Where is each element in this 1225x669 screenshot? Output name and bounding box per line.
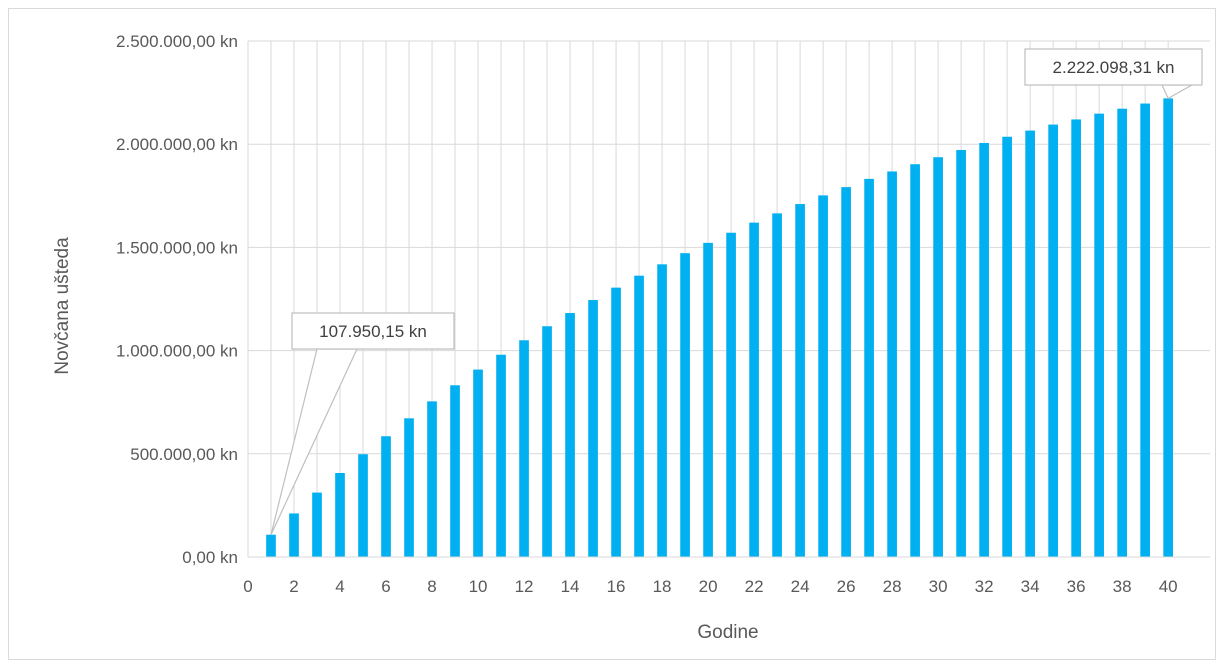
- x-tick-label: 16: [607, 577, 626, 596]
- x-tick-label: 28: [883, 577, 902, 596]
- y-tick-label: 0,00 kn: [182, 548, 238, 567]
- bar: [1071, 119, 1081, 557]
- bar: [818, 195, 828, 557]
- y-tick-label: 1.500.000,00 kn: [116, 238, 238, 257]
- bar: [496, 354, 506, 557]
- bar: [565, 313, 575, 557]
- callout-leader: [1161, 84, 1195, 100]
- bar: [519, 340, 529, 557]
- bar: [726, 232, 736, 557]
- bar: [703, 242, 713, 558]
- y-tick-label: 1.000.000,00 kn: [116, 342, 238, 361]
- bar: [772, 213, 782, 557]
- bar: [1025, 130, 1035, 557]
- bar: [634, 275, 644, 557]
- x-tick-label: 10: [469, 577, 488, 596]
- bar: [588, 300, 598, 557]
- y-axis-title: Novčana ušteda: [52, 237, 73, 375]
- x-axis-title: Godine: [697, 622, 758, 643]
- bar: [542, 326, 552, 557]
- bar: [473, 369, 483, 557]
- x-tick-label: 38: [1113, 577, 1132, 596]
- y-tick-label: 2.000.000,00 kn: [116, 135, 238, 154]
- bar: [1002, 136, 1012, 557]
- bar: [404, 418, 414, 557]
- bar: [266, 534, 276, 557]
- x-tick-label: 12: [515, 577, 534, 596]
- bar: [864, 178, 874, 558]
- bar: [795, 204, 805, 557]
- x-tick-label: 8: [427, 577, 436, 596]
- x-tick-label: 26: [837, 577, 856, 596]
- callout-label: 2.222.098,31 kn: [1053, 58, 1175, 77]
- bar: [335, 472, 345, 557]
- data-callouts: 107.950,15 kn 2.222.098,31 kn: [270, 48, 1203, 535]
- x-tick-label: 14: [561, 577, 580, 596]
- bar: [749, 222, 759, 557]
- x-tick-label: 6: [381, 577, 390, 596]
- bar: [381, 436, 391, 557]
- bar: [358, 454, 368, 557]
- bar: [841, 187, 851, 557]
- callout-label: 107.950,15 kn: [319, 322, 427, 341]
- bar: [1048, 124, 1058, 557]
- y-axis-ticks: 0,00 kn 500.000,00 kn 1.000.000,00 kn 1.500…: [116, 32, 238, 567]
- bar: [657, 264, 667, 557]
- x-tick-label: 20: [699, 577, 718, 596]
- bar: [1117, 108, 1127, 557]
- bar: [427, 401, 437, 557]
- bar-series: [266, 98, 1173, 558]
- bar: [611, 287, 621, 557]
- x-tick-label: 0: [243, 577, 252, 596]
- y-tick-label: 2.500.000,00 kn: [116, 32, 238, 51]
- y-tick-label: 500.000,00 kn: [130, 445, 238, 464]
- x-tick-label: 2: [289, 577, 298, 596]
- bar: [1163, 98, 1173, 557]
- x-tick-label: 36: [1067, 577, 1086, 596]
- x-tick-label: 24: [791, 577, 810, 596]
- x-tick-label: 32: [975, 577, 994, 596]
- bar: [1094, 113, 1104, 557]
- callout-box: [291, 312, 455, 350]
- x-tick-label: 30: [929, 577, 948, 596]
- x-tick-label: 4: [335, 577, 344, 596]
- bar: [887, 171, 897, 557]
- bar: [979, 142, 989, 557]
- x-axis-ticks: 0 2 4 6 8 10 12 14 16 18 20 22 24 26 28 30 32 34 36 38 40: [243, 577, 1177, 596]
- bar: [312, 492, 322, 557]
- bar: [1140, 103, 1150, 558]
- bar: [450, 385, 460, 557]
- bar: [289, 513, 299, 557]
- callout-box: [1024, 48, 1203, 86]
- x-tick-label: 34: [1021, 577, 1040, 596]
- bar: [956, 149, 966, 558]
- x-tick-label: 18: [653, 577, 672, 596]
- x-tick-label: 22: [745, 577, 764, 596]
- bar: [910, 164, 920, 557]
- bar: [680, 253, 690, 557]
- bar: [933, 157, 943, 558]
- x-tick-label: 40: [1159, 577, 1178, 596]
